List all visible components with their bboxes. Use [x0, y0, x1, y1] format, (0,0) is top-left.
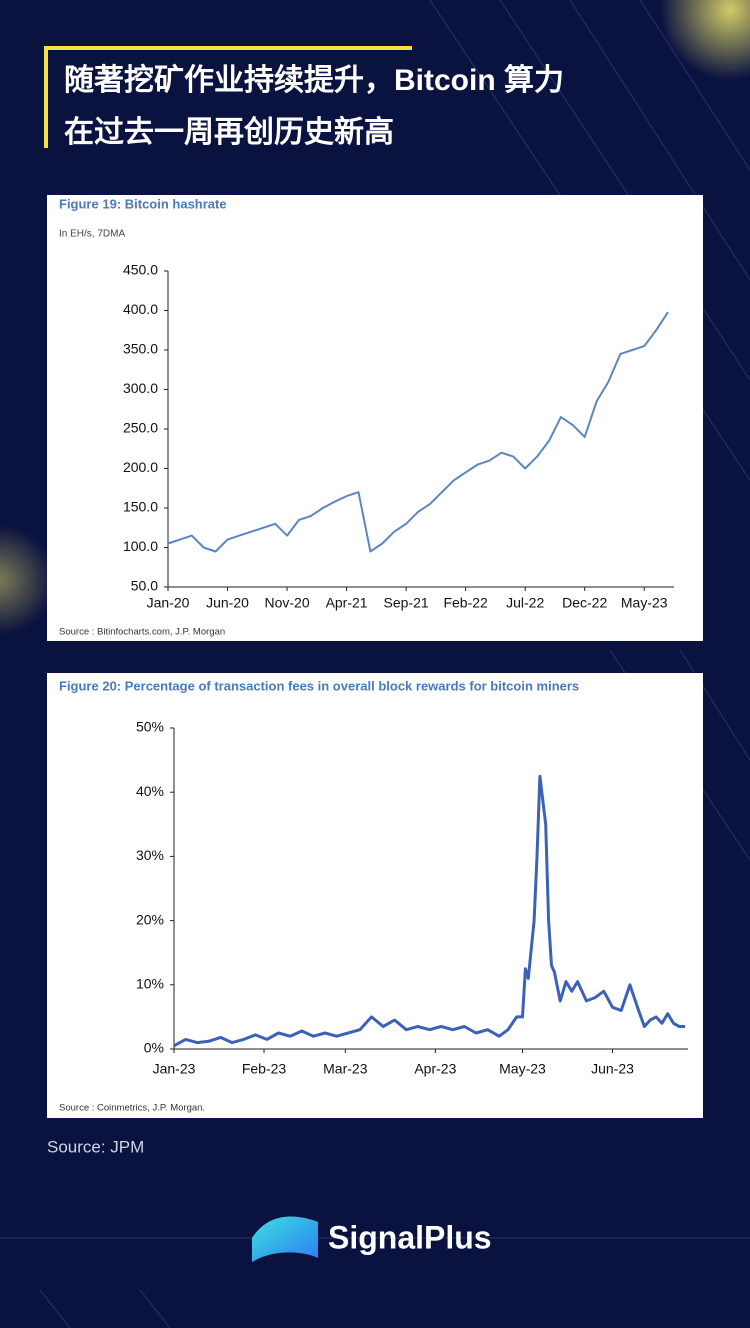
- y-tick-label: 100.0: [123, 538, 158, 554]
- y-tick-label: 50.0: [131, 578, 158, 594]
- chart-source: Source : Bitinfocharts.com, J.P. Morgan: [59, 627, 225, 638]
- y-tick-label: 40%: [136, 783, 164, 799]
- chart-title: Figure 19: Bitcoin hashrate: [59, 196, 227, 211]
- data-line: [173, 774, 686, 1048]
- chart-subtitle: In EH/s, 7DMA: [59, 229, 125, 240]
- x-tick-label: Jun-23: [591, 1061, 634, 1077]
- x-tick-label: Jan-23: [153, 1061, 196, 1077]
- y-tick-label: 30%: [136, 847, 164, 863]
- y-tick-label: 300.0: [123, 380, 158, 396]
- glow: [660, 0, 750, 80]
- x-tick-label: Feb-22: [443, 595, 488, 611]
- x-tick-label: Apr-23: [414, 1061, 456, 1077]
- x-tick-label: May-23: [499, 1061, 546, 1077]
- title-line: 随著挖矿作业持续提升，Bitcoin 算力: [64, 63, 564, 97]
- x-tick-label: Apr-21: [326, 595, 368, 611]
- y-tick-label: 20%: [136, 911, 164, 927]
- title-bracket: [44, 46, 412, 148]
- chart-card: [47, 195, 703, 641]
- x-tick-label: May-23: [621, 595, 668, 611]
- y-tick-label: 0%: [144, 1040, 164, 1056]
- chart-title: Figure 20: Percentage of transaction fee…: [59, 678, 579, 693]
- charts: Figure 19: Bitcoin hashrate In EH/s, 7DMA…: [59, 196, 688, 1114]
- y-tick-label: 400.0: [123, 301, 158, 317]
- x-tick-label: Feb-23: [242, 1061, 287, 1077]
- x-tick-label: Mar-23: [323, 1061, 368, 1077]
- chart-card: [47, 673, 703, 1118]
- x-tick-label: Sep-21: [384, 595, 429, 611]
- brand: SignalPlus: [328, 1219, 492, 1255]
- y-tick-label: 350.0: [123, 341, 158, 357]
- source: Source: JPM: [47, 1137, 144, 1156]
- y-tick-label: 50%: [136, 719, 164, 735]
- chart-source: Source : Coinmetrics, J.P. Morgan.: [59, 1103, 205, 1114]
- x-tick-label: Jan-20: [147, 595, 190, 611]
- data-line: [167, 311, 669, 553]
- title-line: 在过去一周再创历史新高: [64, 116, 394, 149]
- y-tick-label: 250.0: [123, 420, 158, 436]
- glow: [0, 525, 55, 635]
- y-tick-label: 200.0: [123, 459, 158, 475]
- y-tick-label: 150.0: [123, 499, 158, 515]
- x-tick-label: Nov-20: [264, 595, 309, 611]
- x-tick-label: Dec-22: [562, 595, 607, 611]
- y-tick-label: 10%: [136, 976, 164, 992]
- y-tick-label: 450.0: [123, 262, 158, 278]
- x-tick-label: Jul-22: [506, 595, 544, 611]
- x-tick-label: Jun-20: [206, 595, 249, 611]
- logo-icon: [252, 1216, 318, 1262]
